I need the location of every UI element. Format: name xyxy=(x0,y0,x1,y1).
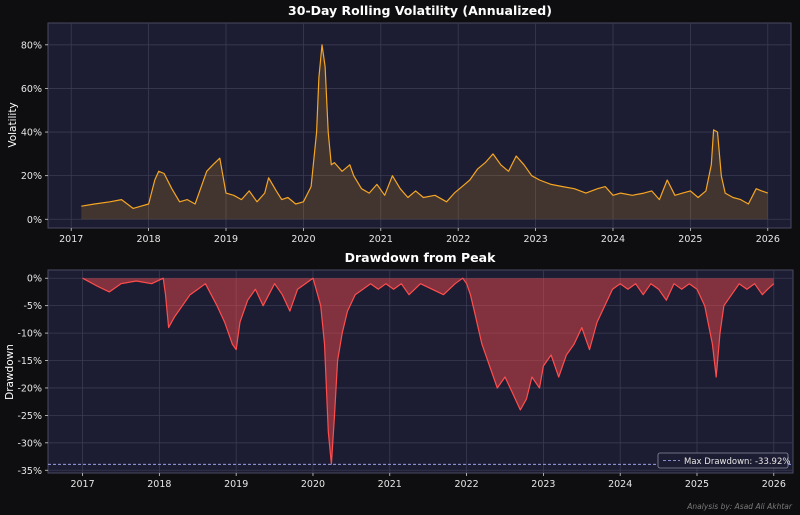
volatility-x-axis: 2017 2018 2019 2020 2021 2022 2023 2024 2025 2026 xyxy=(59,228,780,245)
drawdown-legend: Max Drawdown: -33.92% xyxy=(657,452,790,469)
x-tick-label: 2023 xyxy=(524,234,548,245)
x-tick-label: 2017 xyxy=(70,479,94,490)
y-tick-label: 0% xyxy=(27,274,42,285)
x-tick-label: 2022 xyxy=(446,234,470,245)
x-tick-label: 2024 xyxy=(601,234,625,245)
legend-label-max-drawdown: Max Drawdown: -33.92% xyxy=(684,457,790,467)
volatility-series xyxy=(81,44,769,220)
volatility-area xyxy=(81,44,768,220)
x-tick-label: 2025 xyxy=(685,479,709,490)
y-tick-label: -15% xyxy=(17,356,42,367)
volatility-y-axis-label: Volatility xyxy=(7,102,19,147)
y-tick-label: -25% xyxy=(17,411,42,422)
y-tick-label: 60% xyxy=(21,84,42,95)
y-tick-label: 20% xyxy=(21,171,42,182)
y-tick-label: 0% xyxy=(27,215,42,226)
y-tick-label: -30% xyxy=(17,438,42,449)
y-tick-label: -20% xyxy=(17,383,42,394)
volatility-chart-title: 30-Day Rolling Volatility (Annualized) xyxy=(288,3,552,18)
x-tick-label: 2018 xyxy=(137,234,161,245)
drawdown-grid xyxy=(48,270,793,473)
x-tick-label: 2019 xyxy=(224,479,248,490)
drawdown-chart: Drawdown from Peak 0% -5% -10% -15% -20% -25%… xyxy=(4,250,794,490)
x-tick-label: 2026 xyxy=(756,234,780,245)
credit-text: Analysis by: Asad Ali Akhtar xyxy=(686,502,793,511)
x-tick-label: 2019 xyxy=(214,234,238,245)
drawdown-x-axis: 2017 2018 2019 2020 2021 2022 2023 2024 2025 2026 xyxy=(70,473,786,490)
y-tick-label: 40% xyxy=(21,128,42,139)
x-tick-label: 2021 xyxy=(369,234,393,245)
x-tick-label: 2026 xyxy=(762,479,786,490)
x-tick-label: 2018 xyxy=(147,479,171,490)
x-tick-label: 2020 xyxy=(301,479,325,490)
volatility-chart: 30-Day Rolling Volatility (Annualized) 0… xyxy=(7,3,792,245)
volatility-grid xyxy=(48,23,791,228)
drawdown-y-axis-label: Drawdown xyxy=(4,344,16,400)
drawdown-area xyxy=(82,278,774,465)
drawdown-line xyxy=(82,277,775,465)
drawdown-chart-title: Drawdown from Peak xyxy=(345,250,496,265)
x-tick-label: 2021 xyxy=(378,479,402,490)
x-tick-label: 2022 xyxy=(454,479,478,490)
legend-box xyxy=(657,452,789,469)
y-tick-label: -5% xyxy=(24,301,43,312)
y-tick-label: -10% xyxy=(17,329,42,340)
volatility-y-axis: 0% 20% 40% 60% 80% xyxy=(21,40,48,226)
drawdown-plot-area xyxy=(47,269,794,474)
x-tick-label: 2024 xyxy=(608,479,632,490)
drawdown-y-axis: 0% -5% -10% -15% -20% -25% -30% -35% xyxy=(17,274,48,477)
y-tick-label: 80% xyxy=(21,40,42,51)
drawdown-series xyxy=(82,277,775,465)
x-tick-label: 2025 xyxy=(678,234,702,245)
volatility-line xyxy=(81,44,769,209)
x-tick-label: 2023 xyxy=(531,479,555,490)
x-tick-label: 2017 xyxy=(59,234,83,245)
x-tick-label: 2020 xyxy=(291,234,315,245)
y-tick-label: -35% xyxy=(17,466,42,477)
